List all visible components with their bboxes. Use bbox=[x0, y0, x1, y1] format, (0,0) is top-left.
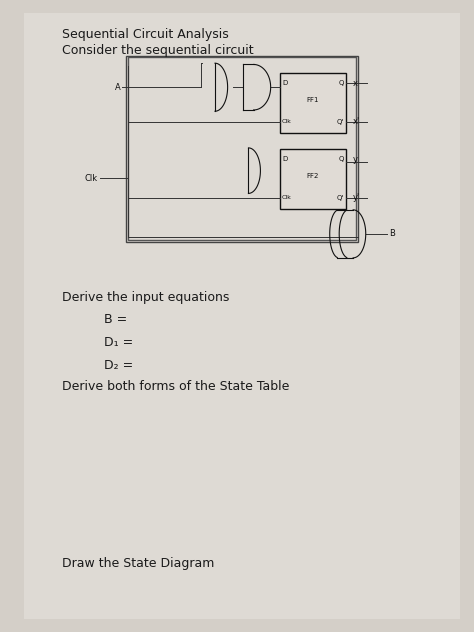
Text: y': y' bbox=[353, 193, 360, 202]
Text: Q: Q bbox=[338, 156, 344, 162]
Bar bbox=[128, 57, 356, 240]
Text: Q': Q' bbox=[337, 119, 344, 125]
Text: Derive the input equations: Derive the input equations bbox=[62, 291, 229, 303]
Text: x': x' bbox=[353, 118, 360, 126]
Text: D₂ =: D₂ = bbox=[104, 359, 134, 372]
Text: B =: B = bbox=[104, 313, 128, 326]
Text: B: B bbox=[389, 229, 394, 238]
Text: Clk: Clk bbox=[282, 119, 292, 125]
Text: D: D bbox=[282, 80, 287, 87]
Text: A: A bbox=[115, 83, 121, 92]
Text: Q: Q bbox=[338, 80, 344, 87]
Text: Sequential Circuit Analysis: Sequential Circuit Analysis bbox=[62, 28, 228, 41]
Text: Clk: Clk bbox=[282, 195, 292, 200]
Text: x: x bbox=[353, 79, 358, 88]
Text: D: D bbox=[282, 156, 287, 162]
Bar bbox=[280, 149, 346, 209]
Text: D₁ =: D₁ = bbox=[104, 336, 134, 349]
FancyBboxPatch shape bbox=[24, 13, 460, 619]
Bar bbox=[280, 73, 346, 133]
Text: FF2: FF2 bbox=[307, 173, 319, 178]
Bar bbox=[126, 56, 358, 242]
Text: Clk: Clk bbox=[84, 174, 97, 183]
Text: Draw the State Diagram: Draw the State Diagram bbox=[62, 557, 214, 570]
Text: Q': Q' bbox=[337, 195, 344, 201]
Text: FF1: FF1 bbox=[307, 97, 319, 102]
Text: y: y bbox=[353, 155, 358, 164]
Text: Consider the sequential circuit: Consider the sequential circuit bbox=[62, 44, 253, 57]
Text: Derive both forms of the State Table: Derive both forms of the State Table bbox=[62, 380, 289, 393]
